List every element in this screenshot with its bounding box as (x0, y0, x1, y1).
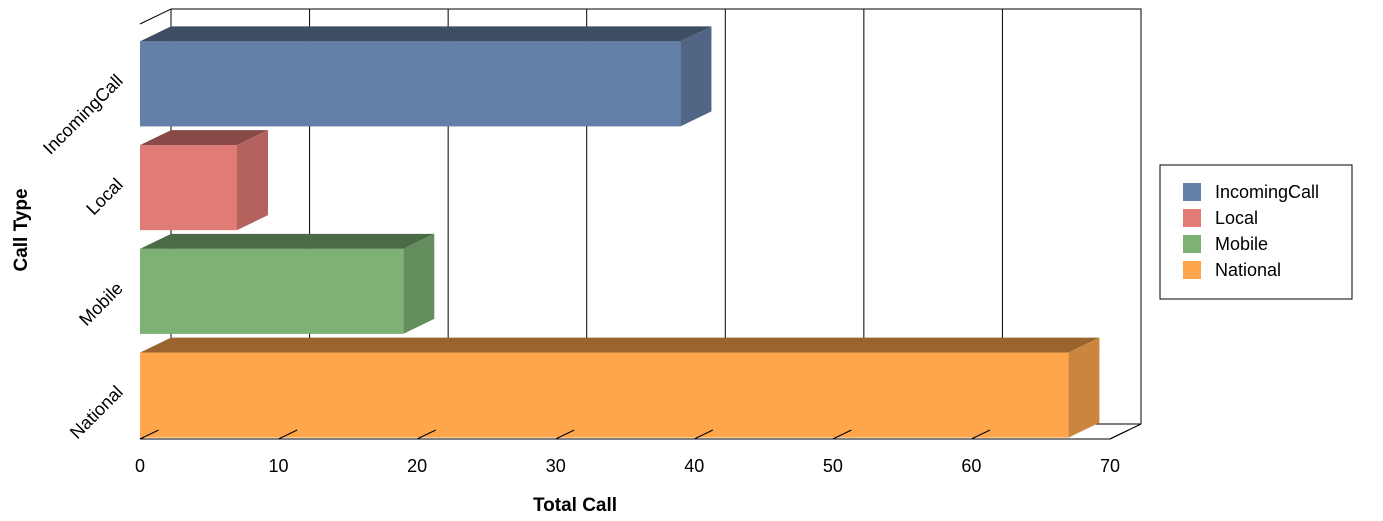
x-tick-label: 60 (961, 456, 981, 476)
y-axis-title: Call Type (11, 188, 32, 271)
legend-entry: National (1215, 260, 1281, 280)
bar (140, 145, 237, 231)
bar-top (140, 337, 1100, 353)
bar-side (1068, 337, 1100, 438)
legend-entry: Local (1215, 208, 1258, 228)
bar-side (680, 26, 712, 127)
bar (140, 352, 1069, 438)
y-axis-ticks: IncomingCall Local Mobile National (39, 71, 127, 443)
x-tick-label: 70 (1100, 456, 1120, 476)
bar-top (140, 233, 435, 249)
x-tick-mark (1109, 429, 1129, 440)
y-tick-label: Local (82, 174, 127, 219)
x-tick-mark (555, 429, 575, 440)
x-tick-label: 50 (823, 456, 843, 476)
x-axis-ticks: 0 10 20 30 40 50 60 70 (135, 429, 1129, 476)
bar-top (140, 130, 268, 146)
bar-top (140, 26, 712, 42)
x-tick-mark (278, 429, 298, 440)
bar (140, 248, 404, 334)
x-tick-label: 30 (546, 456, 566, 476)
bars (140, 26, 1100, 438)
legend-entry: Mobile (1215, 234, 1268, 254)
legend-swatch (1183, 235, 1201, 253)
legend: IncomingCall Local Mobile National (1159, 164, 1353, 300)
back-wall (171, 8, 1142, 424)
x-axis-title: Total Call (533, 495, 617, 516)
y-tick-label: IncomingCall (39, 71, 127, 159)
bar (140, 41, 681, 127)
x-tick-mark (832, 429, 852, 440)
bar-side (237, 130, 268, 231)
x-tick-mark (971, 429, 991, 440)
legend-swatch (1183, 261, 1201, 279)
y-tick-label: Mobile (75, 278, 127, 330)
x-tick-label: 0 (135, 456, 145, 476)
legend-swatch (1183, 183, 1201, 201)
x-tick-mark (416, 429, 436, 440)
x-tick-label: 20 (407, 456, 427, 476)
legend-entry: IncomingCall (1215, 182, 1319, 202)
y-tick-label: National (66, 382, 127, 443)
x-tick-mark (694, 429, 714, 440)
x-tick-label: 10 (269, 456, 289, 476)
bar-side (403, 233, 435, 334)
x-tick-mark (139, 429, 159, 440)
x-tick-label: 40 (684, 456, 704, 476)
legend-swatch (1183, 209, 1201, 227)
